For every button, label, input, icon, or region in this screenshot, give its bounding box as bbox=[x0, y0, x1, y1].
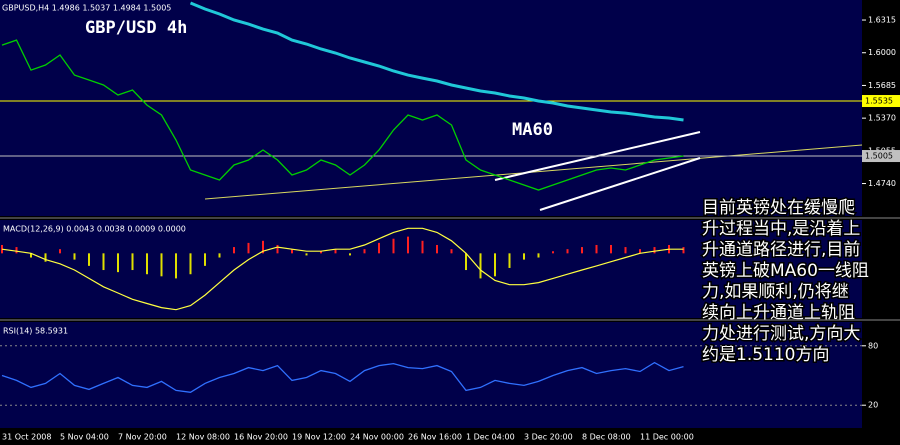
histogram-bar bbox=[436, 244, 438, 254]
series-line bbox=[1, 39, 684, 191]
x-tick-label: 26 Nov 16:00 bbox=[408, 433, 462, 442]
x-tick-label: 19 Nov 12:00 bbox=[292, 433, 346, 442]
channel-lower bbox=[539, 157, 701, 211]
histogram-bar bbox=[160, 253, 163, 277]
histogram-bar bbox=[146, 253, 148, 275]
rsi-panel bbox=[0, 322, 862, 428]
histogram-bar bbox=[73, 253, 76, 260]
histogram-bar bbox=[175, 253, 177, 279]
chart-subtitle: GBPUSD,H4 1.4986 1.5037 1.4984 1.5005 bbox=[2, 4, 171, 13]
x-tick-label: 24 Nov 00:00 bbox=[350, 433, 404, 442]
y-tick-label: 1.6315 bbox=[868, 16, 896, 25]
x-tick-label: 5 Nov 04:00 bbox=[60, 433, 109, 442]
histogram-bar bbox=[682, 247, 685, 254]
commentary-line: 约是1.5110方向 bbox=[702, 345, 829, 365]
y-tick-label: 1.5370 bbox=[868, 114, 896, 123]
histogram-bar bbox=[262, 240, 264, 254]
histogram-bar bbox=[1, 244, 3, 254]
histogram-bar bbox=[218, 253, 221, 258]
histogram-bar bbox=[610, 244, 612, 254]
price-label-box bbox=[862, 150, 900, 163]
histogram-bar bbox=[566, 249, 569, 254]
y-tick-label: 1.6000 bbox=[868, 48, 896, 57]
rsi-title: RSI(14) 58.5931 bbox=[3, 327, 68, 336]
histogram-bar bbox=[639, 249, 641, 254]
histogram-bar bbox=[88, 253, 90, 266]
histogram-bar bbox=[479, 253, 482, 279]
macd-panel bbox=[0, 220, 862, 318]
price-label: 1.5535 bbox=[865, 97, 893, 106]
histogram-bar bbox=[494, 253, 496, 277]
x-tick-label: 3 Dec 20:00 bbox=[524, 433, 573, 442]
commentary-line: 力,如果顺利,仍将继 bbox=[702, 282, 849, 302]
histogram-bar bbox=[189, 253, 192, 275]
x-tick-label: 8 Dec 08:00 bbox=[582, 433, 631, 442]
histogram-bar bbox=[508, 253, 511, 268]
histogram-bar bbox=[233, 247, 235, 254]
histogram-bar bbox=[363, 249, 366, 254]
y-tick-label: 1.4740 bbox=[868, 179, 896, 188]
commentary-line: 力处进行测试,方向大 bbox=[702, 324, 860, 344]
histogram-bar bbox=[15, 247, 18, 254]
chart-title: GBP/USD 4h bbox=[85, 18, 187, 38]
commentary-line: 升通道路径进行,目前 bbox=[702, 240, 860, 260]
histogram-bar bbox=[450, 249, 453, 254]
histogram-bar bbox=[378, 242, 380, 254]
commentary-line: 升过程当中,是沿着上 bbox=[702, 219, 860, 239]
histogram-bar bbox=[131, 253, 134, 271]
y-tick-label: 80 bbox=[868, 341, 878, 350]
x-tick-label: 7 Nov 20:00 bbox=[118, 433, 167, 442]
y-tick-label: 1.5685 bbox=[868, 81, 896, 90]
commentary-line: 目前英镑处在缓慢爬 bbox=[702, 197, 855, 218]
histogram-bar bbox=[624, 247, 627, 254]
histogram-bar bbox=[595, 244, 598, 254]
commentary: 目前英镑处在缓慢爬升过程当中,是沿着上升通道路径进行,目前英镑上破MA60一线阻… bbox=[701, 196, 871, 367]
x-tick-label: 16 Nov 20:00 bbox=[234, 433, 288, 442]
histogram-bar bbox=[537, 253, 540, 258]
annotation: MA60 bbox=[512, 120, 553, 140]
histogram-bar bbox=[291, 249, 293, 254]
series-line bbox=[189, 1, 684, 122]
histogram-bar bbox=[30, 253, 32, 258]
histogram-bar bbox=[320, 251, 322, 254]
histogram-bar bbox=[59, 249, 61, 254]
macd-title: MACD(12,26,9) 0.0043 0.0038 0.0009 0.000… bbox=[3, 225, 186, 234]
histogram-bar bbox=[421, 240, 424, 254]
x-tick-label: 1 Dec 04:00 bbox=[466, 433, 515, 442]
histogram-bar bbox=[523, 253, 525, 260]
x-tick-label: 12 Nov 08:00 bbox=[176, 433, 230, 442]
x-tick-label: 11 Dec 00:00 bbox=[640, 433, 694, 442]
price-label-box bbox=[862, 95, 900, 108]
series-line bbox=[1, 227, 684, 311]
series-line bbox=[1, 361, 684, 393]
histogram-bar bbox=[581, 247, 583, 254]
histogram-bar bbox=[102, 253, 105, 271]
commentary-line: 英镑上破MA60一线阻 bbox=[702, 261, 869, 281]
histogram-bar bbox=[552, 251, 554, 254]
histogram-bar bbox=[392, 238, 395, 254]
histogram-bar bbox=[465, 253, 467, 271]
histogram-bar bbox=[44, 253, 47, 262]
histogram-bar bbox=[653, 247, 656, 254]
histogram-bar bbox=[117, 253, 119, 273]
histogram-bar bbox=[276, 244, 279, 254]
histogram-bar bbox=[407, 236, 409, 254]
y-tick-label: 20 bbox=[868, 401, 878, 410]
histogram-bar bbox=[247, 242, 250, 254]
histogram-bar bbox=[204, 253, 206, 266]
commentary-line: 续向上升通道上轨阻 bbox=[702, 303, 855, 323]
histogram-bar bbox=[334, 249, 337, 254]
histogram-bar bbox=[305, 253, 308, 256]
x-tick-label: 31 Oct 2008 bbox=[2, 433, 51, 442]
histogram-bar bbox=[349, 253, 351, 256]
price-label: 1.5005 bbox=[865, 152, 893, 161]
